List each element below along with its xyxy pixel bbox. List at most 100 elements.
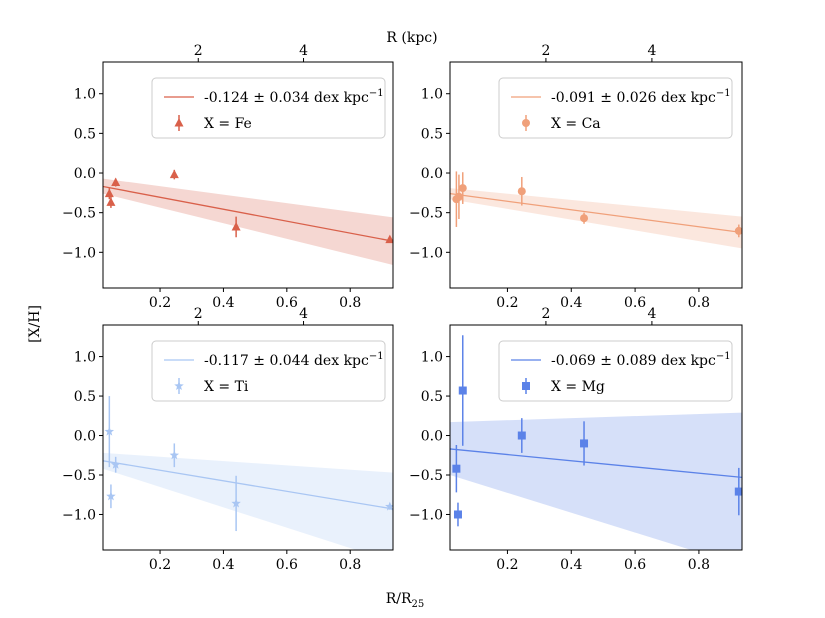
data-point [517, 187, 526, 196]
data-point [458, 184, 467, 193]
legend-fit-label: -0.117 ± 0.044 dex kpc−1 [204, 351, 384, 369]
data-point [106, 197, 116, 206]
data-point [454, 192, 463, 201]
legend-marker-label: X = Ca [551, 116, 601, 132]
x-tick-label: 0.2 [149, 557, 171, 573]
legend-marker-label: X = Ti [204, 379, 249, 395]
legend-fit-text: -0.117 ± 0.044 dex kpc [204, 353, 369, 369]
fit-line [450, 192, 742, 234]
legend: -0.069 ± 0.089 dex kpc−1 X = Mg [498, 340, 733, 402]
data-point [111, 177, 121, 187]
plot-area [450, 171, 742, 249]
y-tick-label: −1.0 [62, 245, 96, 261]
data-point [231, 498, 241, 508]
data-point [106, 491, 116, 501]
x-tick-label: 0.6 [276, 295, 298, 311]
data-point [104, 426, 115, 436]
y-tick-label: 0.5 [421, 389, 443, 405]
data-point [104, 188, 114, 198]
y-tick-label: −0.5 [62, 206, 96, 222]
data-point [458, 386, 467, 395]
legend-fit-exponent: −1 [369, 351, 384, 362]
data-point [110, 459, 121, 469]
legend-box [498, 340, 733, 402]
confidence-band [450, 412, 742, 550]
plot-area [450, 335, 742, 550]
data-point [231, 221, 241, 231]
y-axis-title: [X/H] [27, 305, 43, 343]
legend-marker-swatch [522, 119, 530, 127]
y-tick-label: 0.0 [74, 166, 96, 182]
x-tick-label: 0.6 [276, 557, 298, 573]
data-point [580, 439, 589, 448]
panel-mg: 0.2 0.4 0.6 0.8 1.0 0.5 0.0 −0.5 −1.0 2 4 -0.069 ± … [409, 306, 743, 573]
legend-box [498, 77, 733, 139]
confidence-band [103, 452, 393, 550]
y-tick-label: 0.5 [74, 389, 96, 405]
panel-frame [102, 61, 394, 289]
top-axis-title: R (kpc) [386, 30, 437, 46]
top-tick-label: 2 [541, 43, 550, 59]
legend-fit-exponent: −1 [369, 88, 384, 99]
data-point [580, 214, 589, 223]
legend: -0.117 ± 0.044 dex kpc−1 X = Ti [151, 340, 386, 402]
data-point [169, 169, 179, 179]
x-tick-label: 0.4 [560, 295, 582, 311]
data-point [517, 431, 526, 440]
plot-area [103, 396, 393, 550]
legend-fit-text: -0.091 ± 0.026 dex kpc [551, 90, 716, 106]
y-tick-label: −1.0 [409, 507, 443, 523]
y-tick-label: 1.0 [74, 87, 96, 103]
panels: 0.2 0.4 0.6 0.8 1.0 0.5 0.0 −0.5 −1.0 2 4 -0.124 ± … [62, 43, 743, 573]
plot-area [103, 169, 393, 265]
top-tick-label: 4 [299, 43, 308, 59]
x-tick-label: 0.2 [496, 557, 518, 573]
y-tick-label: −1.0 [409, 245, 443, 261]
top-tick-label: 4 [647, 43, 656, 59]
confidence-band [103, 178, 393, 265]
y-tick-label: −1.0 [62, 507, 96, 523]
confidence-band [450, 188, 742, 249]
x-tick-label: 0.4 [212, 557, 234, 573]
y-tick-label: 1.0 [74, 350, 96, 366]
y-tick-label: 0.0 [421, 429, 443, 445]
top-tick-label: 2 [541, 306, 550, 322]
x-tick-label: 0.4 [212, 295, 234, 311]
legend-fit-label: -0.091 ± 0.026 dex kpc−1 [551, 88, 731, 106]
panel-frame [449, 61, 743, 289]
legend-fit-text: -0.069 ± 0.089 dex kpc [551, 353, 716, 369]
y-tick-label: −0.5 [409, 206, 443, 222]
y-tick-label: 0.0 [421, 166, 443, 182]
legend-marker-label: X = Mg [551, 379, 605, 395]
top-tick-label: 4 [299, 306, 308, 322]
y-tick-label: 1.0 [421, 350, 443, 366]
fit-line [103, 460, 393, 510]
top-tick-label: 4 [647, 306, 656, 322]
data-point [452, 464, 461, 473]
top-tick-label: 2 [194, 306, 203, 322]
data-point [385, 501, 393, 511]
legend-marker-swatch [522, 382, 530, 390]
legend-fit-label: -0.124 ± 0.034 dex kpc−1 [204, 88, 384, 106]
legend-fit-exponent: −1 [716, 351, 731, 362]
x-tick-label: 0.8 [688, 557, 710, 573]
legend-box [151, 340, 386, 402]
legend-marker-label: X = Fe [204, 116, 252, 132]
top-tick-label: 2 [194, 43, 203, 59]
data-point [734, 226, 742, 235]
bottom-axis-title-main: R/R [386, 591, 412, 607]
y-tick-label: 0.0 [74, 429, 96, 445]
data-point [385, 234, 393, 244]
x-tick-label: 0.8 [339, 557, 361, 573]
fit-line [450, 448, 742, 479]
x-tick-label: 0.8 [688, 295, 710, 311]
panel-frame [102, 324, 394, 551]
panel-ca: 0.2 0.4 0.6 0.8 1.0 0.5 0.0 −0.5 −1.0 2 4 -0.091 ± … [409, 43, 743, 311]
legend-box [151, 77, 386, 139]
x-tick-label: 0.4 [560, 557, 582, 573]
y-tick-label: 0.5 [421, 126, 443, 142]
bottom-axis-title: R/R25 [386, 591, 425, 610]
y-tick-label: 0.5 [74, 126, 96, 142]
data-point [453, 510, 462, 519]
y-tick-label: 1.0 [421, 87, 443, 103]
